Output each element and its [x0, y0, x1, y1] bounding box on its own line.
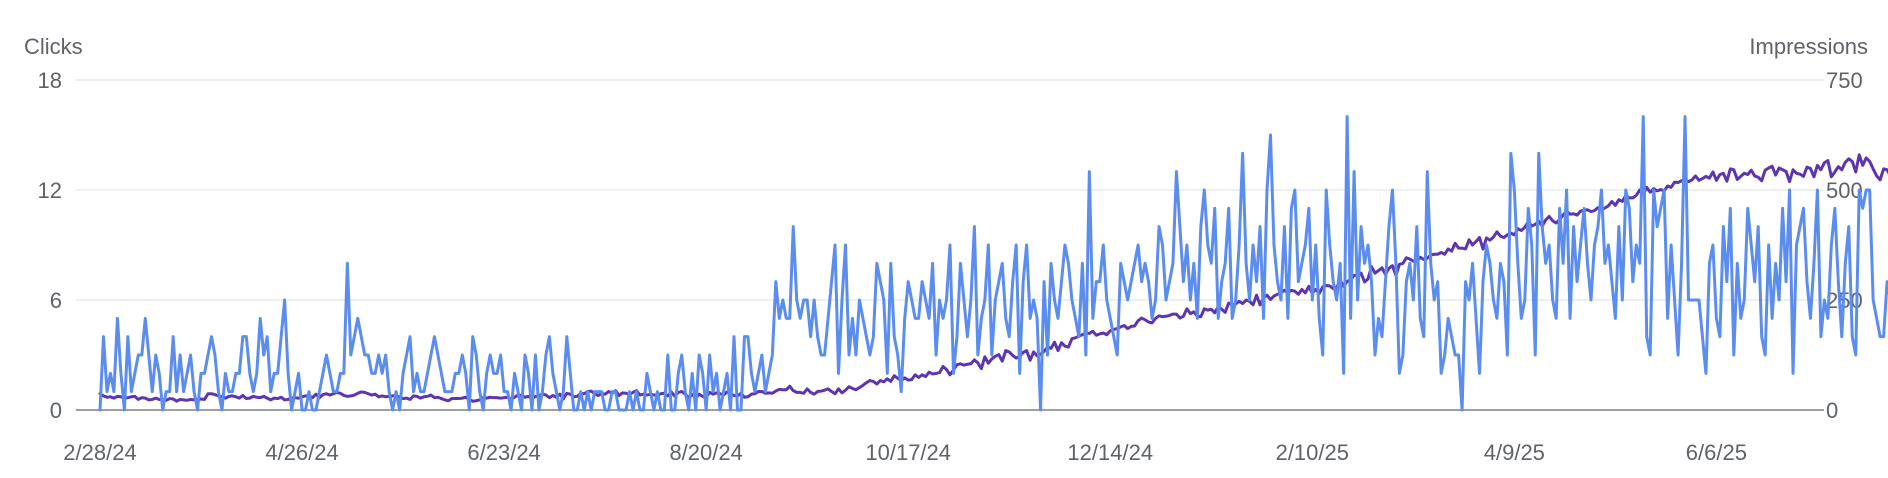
left-tick-label: 0	[50, 398, 62, 423]
x-axis-ticks: 2/28/24 4/26/24 6/23/24 8/20/24 10/17/24 12/1…	[63, 440, 1747, 465]
x-tick-label: 4/9/25	[1484, 440, 1545, 465]
right-axis-title: Impressions	[1749, 34, 1868, 59]
left-tick-label: 12	[38, 178, 62, 203]
left-axis-title: Clicks	[24, 34, 83, 59]
x-tick-label: 2/28/24	[63, 440, 136, 465]
left-tick-label: 18	[38, 68, 62, 93]
right-tick-label: 0	[1826, 398, 1838, 423]
x-tick-label: 6/23/24	[467, 440, 540, 465]
plot-area	[98, 115, 1888, 412]
x-tick-label: 6/6/25	[1686, 440, 1747, 465]
x-tick-label: 10/17/24	[865, 440, 951, 465]
right-tick-label: 750	[1826, 68, 1863, 93]
clicks-series-line	[98, 115, 1888, 412]
right-tick-label: 500	[1826, 178, 1863, 203]
left-tick-label: 6	[50, 288, 62, 313]
x-tick-label: 2/10/25	[1276, 440, 1349, 465]
left-axis: Clicks 0 6 12 18	[24, 34, 83, 423]
x-tick-label: 8/20/24	[669, 440, 742, 465]
left-axis-ticks: 0 6 12 18	[38, 68, 62, 423]
x-tick-label: 12/14/24	[1067, 440, 1153, 465]
impressions-series-line	[98, 153, 1888, 403]
x-tick-label: 4/26/24	[265, 440, 338, 465]
